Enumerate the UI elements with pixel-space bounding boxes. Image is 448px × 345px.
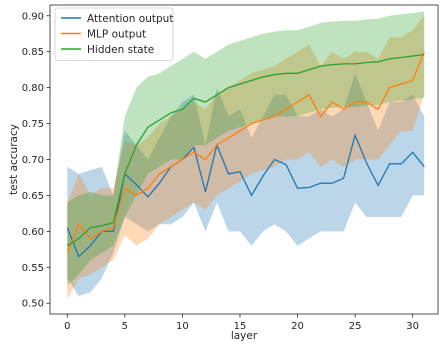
x-tick-label: 15	[234, 321, 247, 332]
legend: Attention output MLP output Hidden state	[54, 7, 174, 61]
y-tick-label: 0.55	[22, 263, 44, 274]
line-attention-output	[66, 133, 425, 258]
x-tick-label: 10	[176, 321, 189, 332]
x-tick-label: 0	[64, 321, 70, 332]
legend-label: Hidden state	[87, 44, 154, 56]
legend-label: MLP output	[87, 28, 146, 40]
line-hidden-state	[66, 53, 425, 247]
y-axis-label: test accuracy	[8, 124, 20, 195]
band-mlp-output	[67, 15, 425, 300]
y-tick-label: 0.85	[22, 47, 44, 58]
x-tick-label: 20	[291, 321, 304, 332]
y-tick-label: 0.75	[22, 119, 44, 130]
line-mlp-output	[66, 51, 425, 254]
x-tick-label: 30	[406, 321, 419, 332]
y-axis-ticks: 0.50 0.55 0.60 0.65 0.70 0.75 0.80 0.85 0.90	[22, 11, 50, 310]
x-tick-label: 25	[349, 321, 362, 332]
x-tick-label: 5	[122, 321, 128, 332]
x-axis-label: layer	[231, 330, 258, 342]
legend-label: Attention output	[87, 13, 173, 25]
y-tick-label: 0.60	[22, 227, 44, 238]
series-lines	[66, 51, 425, 258]
x-axis-ticks: 0 5 10 15 20 25 30	[64, 314, 419, 332]
y-tick-label: 0.80	[22, 83, 44, 94]
y-tick-label: 0.70	[22, 155, 44, 166]
y-tick-label: 0.50	[22, 299, 44, 310]
y-tick-label: 0.65	[22, 191, 44, 202]
legend-box	[54, 7, 174, 61]
y-tick-label: 0.90	[22, 11, 44, 22]
band-hidden-state	[67, 11, 425, 286]
